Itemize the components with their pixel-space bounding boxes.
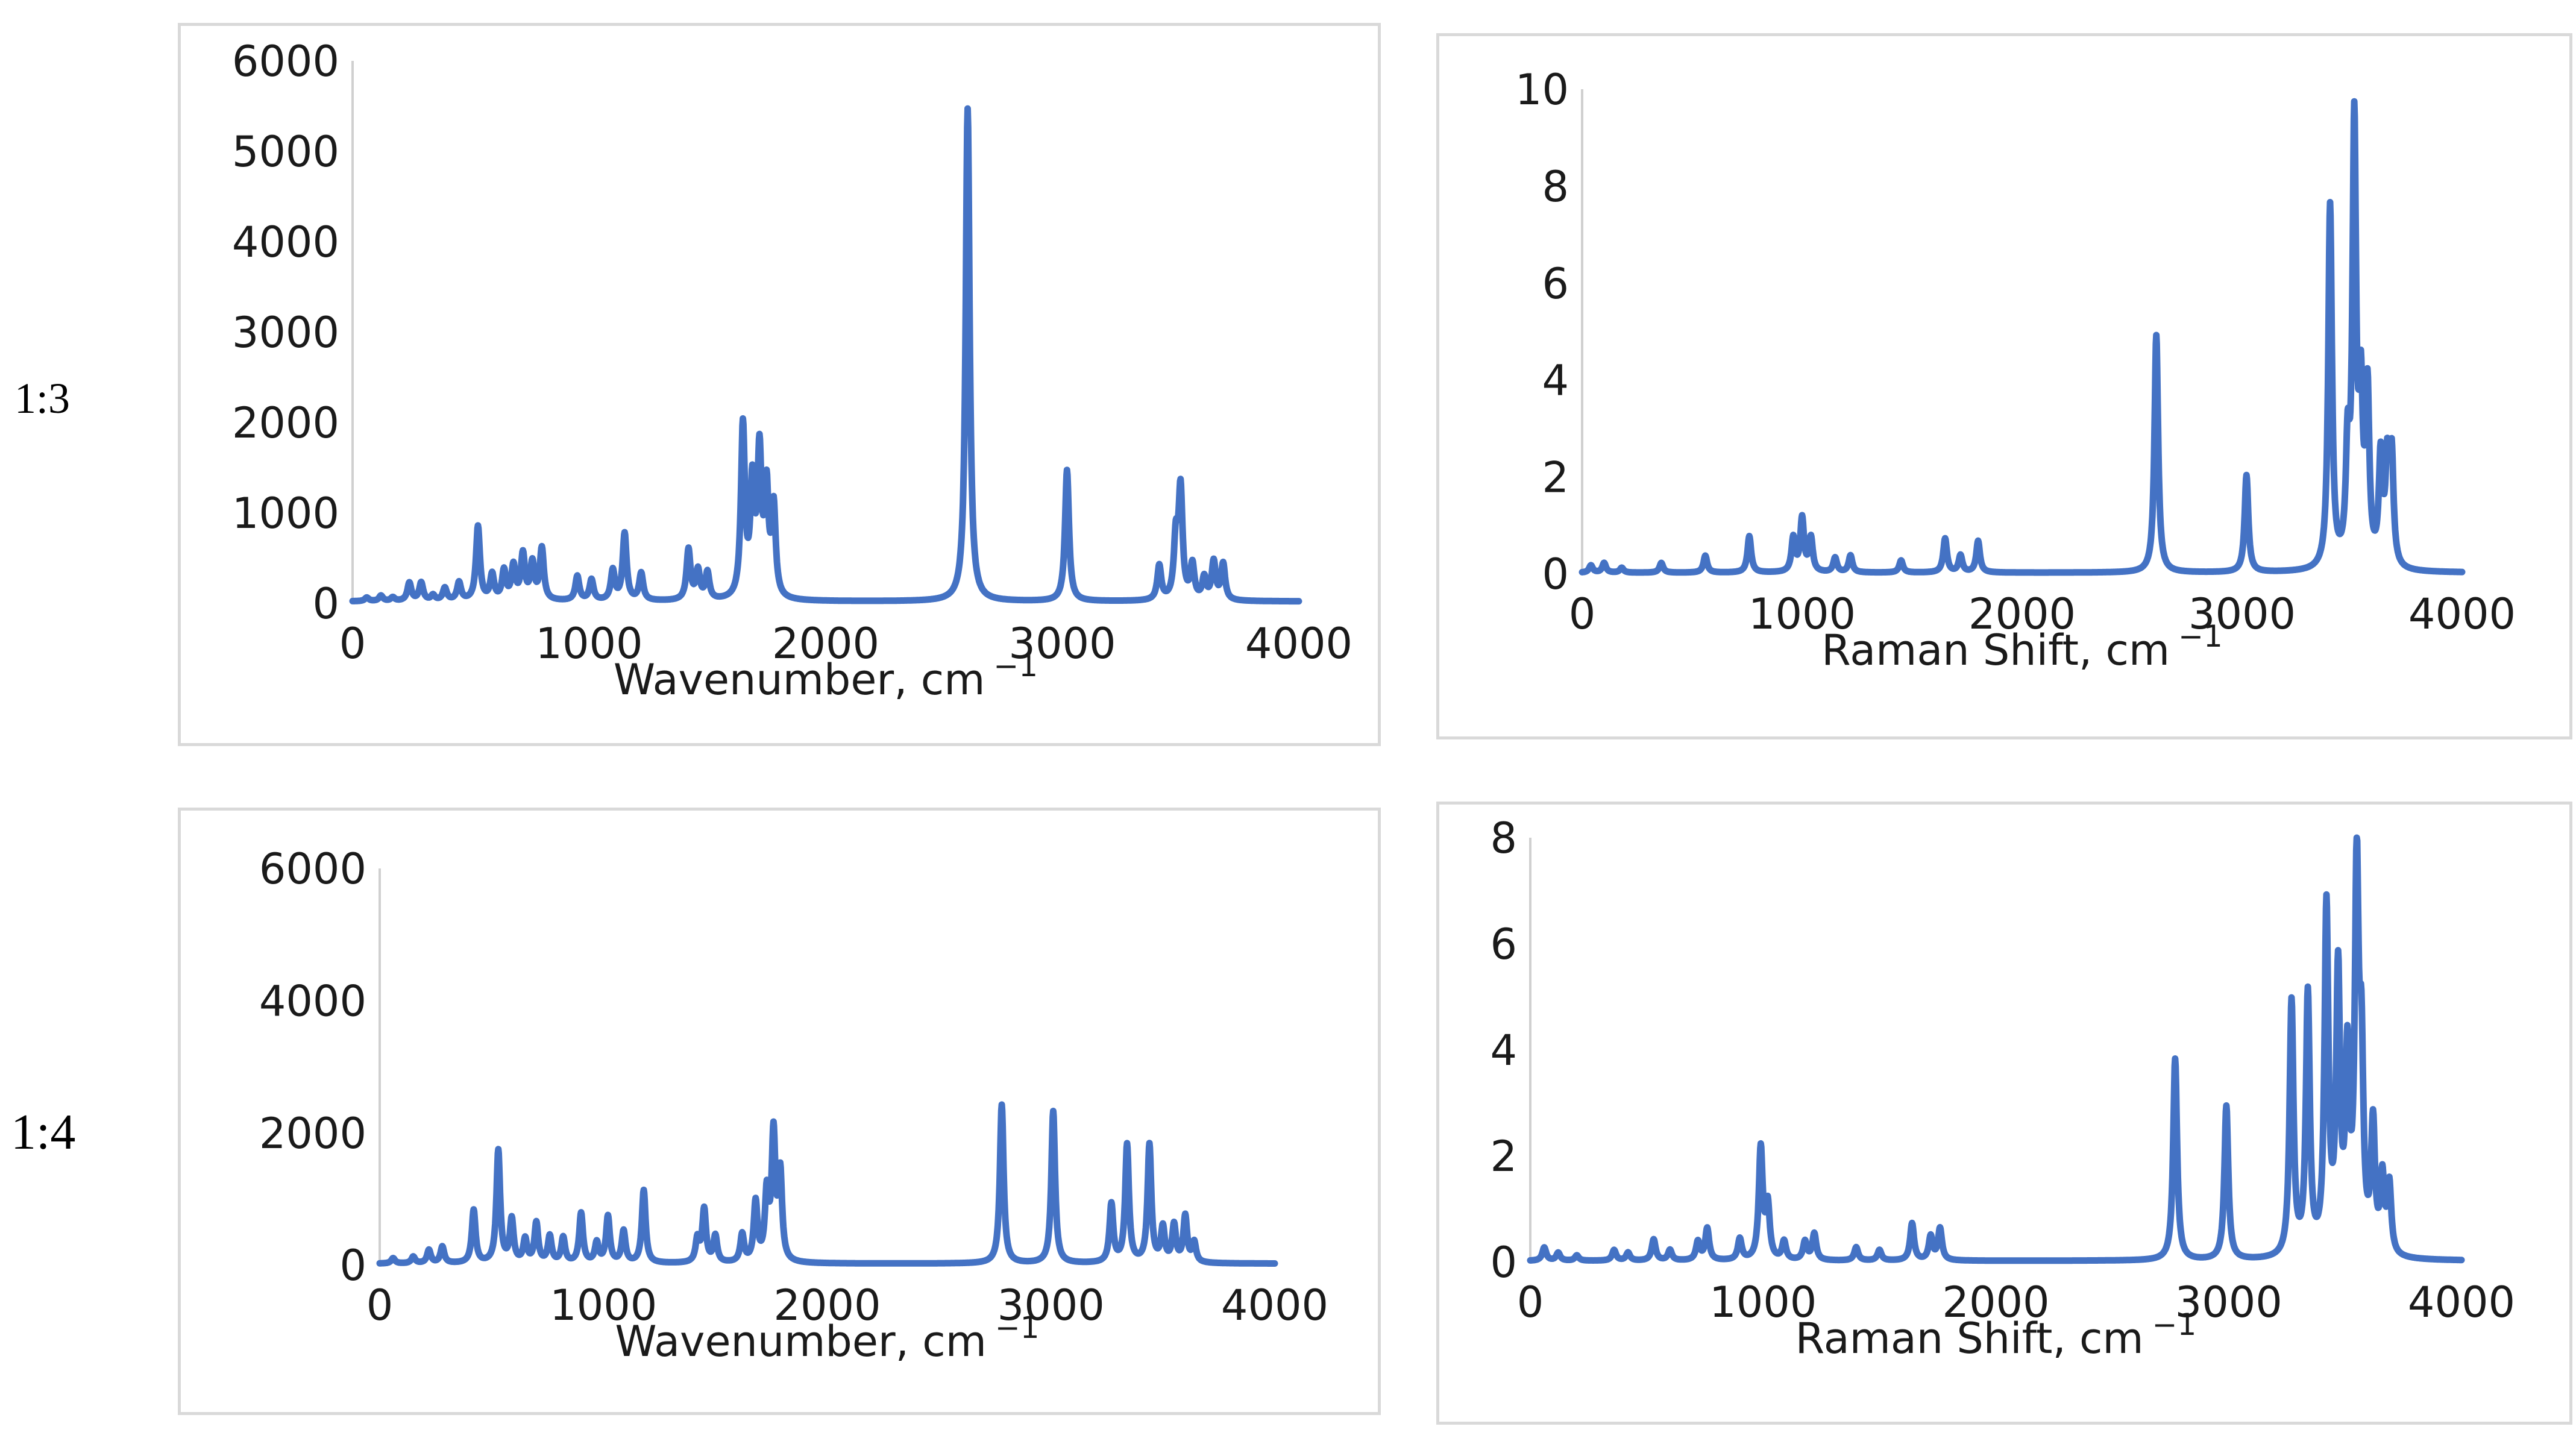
x-tick-label: 2000 [772,619,879,668]
x-axis-title-text: Raman Shift, cm [1795,1314,2144,1363]
x-tick-label: 1000 [535,619,642,668]
y-tick-label: 2000 [232,398,339,448]
x-tick-label: 0 [1569,589,1596,639]
x-tick-label: 0 [339,619,366,668]
y-tick-label: 2 [1490,1132,1517,1181]
chart-raman-1-3: 0 2 4 6 8 10 0 1000 2000 3000 4000 Raman Shift, cm −… [1515,65,2516,675]
x-tick-label: 2000 [1968,589,2076,639]
x-axis-title: Raman Shift, cm −1 [1795,1307,2197,1363]
x-tick-label: 4000 [1221,1281,1328,1330]
chart-raman-1-4: 0 2 4 6 8 0 1000 2000 3000 4000 Raman Shift, cm −1 [1490,814,2515,1363]
y-tick-label: 4 [1490,1026,1517,1075]
x-axis-title: Wavenumber, cm −1 [615,1310,1039,1366]
x-axis-title-exponent: −1 [2152,1307,2197,1342]
row-label-1-4: 1:4 [11,1104,76,1160]
x-tick-label: 4000 [2408,1278,2515,1327]
y-tick-label: 6000 [232,37,339,86]
y-tick-label: 2 [1542,453,1569,502]
y-tick-label: 6 [1490,920,1517,969]
chart-ir-1-3: 0 1000 2000 3000 4000 5000 6000 0 1000 2000 3000 40… [232,37,1352,705]
spectrum-line [1527,834,2465,1264]
y-tick-label: 3000 [232,308,339,357]
y-tick-label: 4000 [232,218,339,267]
y-tick-label: 5000 [232,127,339,177]
x-axis-title-text: Wavenumber, cm [614,655,985,705]
x-axis-title-text: Raman Shift, cm [1821,626,2170,675]
y-tick-label: 0 [1490,1238,1517,1287]
y-tick-label: 10 [1515,65,1569,115]
chart-panel-ir-1-3: 0 1000 2000 3000 4000 5000 6000 0 1000 2000 3000 40… [178,23,1381,746]
x-axis-title-text: Wavenumber, cm [615,1317,987,1366]
spectrum-line [376,1101,1278,1267]
x-axis-title: Raman Shift, cm −1 [1821,619,2223,675]
x-tick-label: 3000 [2175,1278,2282,1327]
x-tick-label: 3000 [997,1281,1105,1330]
y-tick-label: 0 [312,579,339,629]
x-tick-label: 0 [366,1281,394,1330]
chart-ir-1-4: 0 2000 4000 6000 0 1000 2000 3000 4000 Wavenumber… [259,844,1328,1366]
x-tick-label: 1000 [1709,1278,1817,1327]
y-tick-label: 0 [1542,550,1569,599]
x-axis-title-exponent: −1 [993,648,1038,683]
row-label-1-3: 1:3 [14,374,71,422]
spectrum-line [1579,98,2466,576]
x-tick-label: 3000 [1008,619,1116,668]
x-tick-label: 1000 [1748,589,1856,639]
y-tick-label: 2000 [259,1109,366,1158]
chart-panel-raman-1-4: 0 2 4 6 8 0 1000 2000 3000 4000 Raman Shift, cm −1 [1436,802,2572,1425]
x-tick-label: 1000 [550,1281,657,1330]
y-tick-label: 4000 [259,977,366,1026]
y-tick-label: 1000 [232,489,339,538]
x-tick-label: 2000 [773,1281,881,1330]
y-tick-label: 6000 [259,844,366,894]
x-axis-title-exponent: −1 [995,1310,1040,1345]
y-tick-label: 6 [1542,259,1569,309]
chart-panel-raman-1-3: 0 2 4 6 8 10 0 1000 2000 3000 4000 Raman Shift, cm −… [1436,33,2572,739]
y-tick-label: 8 [1490,814,1517,863]
y-tick-label: 0 [339,1241,366,1290]
x-axis-title-exponent: −1 [2178,619,2223,654]
spectrum-line [349,105,1302,605]
x-tick-label: 2000 [1942,1278,2049,1327]
chart-panel-ir-1-4: 0 2000 4000 6000 0 1000 2000 3000 4000 Wavenumber… [178,808,1381,1415]
x-tick-label: 4000 [1245,619,1352,668]
x-tick-label: 4000 [2408,589,2516,639]
x-tick-label: 0 [1517,1278,1544,1327]
y-tick-label: 8 [1542,162,1569,212]
x-axis-title: Wavenumber, cm −1 [614,648,1038,705]
x-tick-label: 3000 [2188,589,2296,639]
y-tick-label: 4 [1542,356,1569,406]
